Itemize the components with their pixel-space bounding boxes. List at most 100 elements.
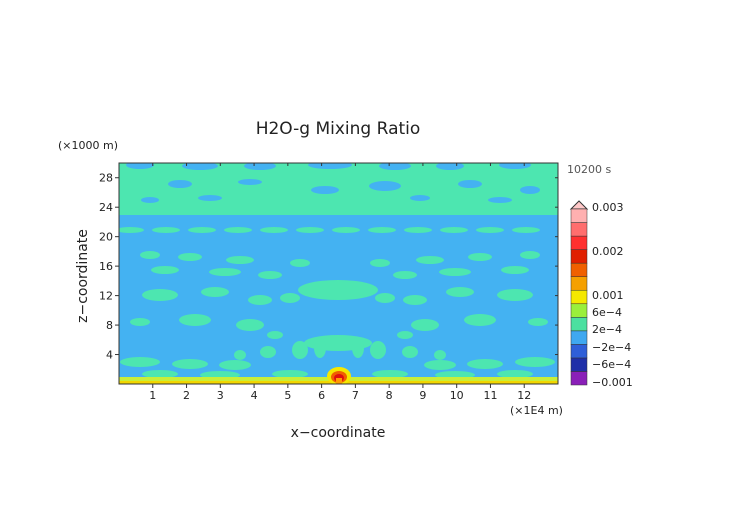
field-contour-13 xyxy=(141,197,159,203)
field-contour-42 xyxy=(501,266,529,274)
field-contour-56 xyxy=(130,318,150,326)
field-contour-35 xyxy=(468,253,492,261)
field-contour-20 xyxy=(224,227,252,233)
colorbar-label-7: −0.001 xyxy=(592,376,633,389)
x-tick-label-6: 7 xyxy=(352,389,359,402)
field-contour-61 xyxy=(292,341,308,359)
field-contour-4 xyxy=(379,163,411,170)
field-contour-6 xyxy=(499,163,531,169)
colorbar-segment-7 xyxy=(570,276,588,291)
y-tick-label-0: 4 xyxy=(106,349,113,362)
field-contour-2 xyxy=(244,163,276,170)
field-contour-9 xyxy=(311,186,339,194)
field-contour-46 xyxy=(280,293,300,303)
field-contour-68 xyxy=(434,350,446,360)
y-axis: 4 8 12 16 20 24 28 xyxy=(99,172,558,362)
x-axis-label: x−coordinate xyxy=(291,425,386,441)
colorbar-label-6: −6e−4 xyxy=(592,358,631,371)
plot-frame xyxy=(118,162,559,385)
colorbar-segment-9 xyxy=(570,249,588,264)
field-contour-34 xyxy=(416,256,444,264)
x-tick-label-5: 6 xyxy=(318,389,325,402)
colorbar: 0.003 0.002 0.001 6e−4 2e−4 −2e−4 −6e−4 −0.001 xyxy=(569,200,633,389)
field-contour-1 xyxy=(182,163,218,170)
y-tick-label-3: 16 xyxy=(99,260,113,273)
field-contour-53 xyxy=(236,319,264,331)
y-tick-label-2: 12 xyxy=(99,290,113,303)
field-contour-49 xyxy=(403,295,427,305)
x-tick-label-7: 8 xyxy=(386,389,393,402)
field-contour-32 xyxy=(290,259,310,267)
field-contour-21 xyxy=(260,227,288,233)
y-tick-label-5: 24 xyxy=(99,201,113,214)
colorbar-arrow xyxy=(569,200,589,210)
plume-stem xyxy=(336,378,342,384)
field-contour-26 xyxy=(440,227,468,233)
colorbar-segment-6 xyxy=(570,289,588,305)
field-contour-74 xyxy=(515,357,555,367)
field-contour-22 xyxy=(296,227,324,233)
colorbar-segment-10 xyxy=(570,235,588,250)
field-contour-38 xyxy=(209,268,241,276)
x-tick-label-9: 10 xyxy=(450,389,464,402)
field-contour-24 xyxy=(368,227,396,233)
colorbar-segment-5 xyxy=(570,303,588,318)
colorbar-label-0: 0.003 xyxy=(592,201,624,214)
field-contour-28 xyxy=(512,227,540,233)
y-tick-label-4: 20 xyxy=(99,231,113,244)
colorbar-segment-1 xyxy=(570,357,588,372)
field-contour-70 xyxy=(172,359,208,369)
colorbar-label-4: 2e−4 xyxy=(592,323,622,336)
colorbar-segment-8 xyxy=(570,262,588,277)
field-contour-73 xyxy=(467,359,503,369)
colorbar-segment-12 xyxy=(570,208,588,223)
field-contour-59 xyxy=(397,331,413,339)
colorbar-label-3: 6e−4 xyxy=(592,306,622,319)
field-contour-75 xyxy=(142,370,178,378)
y-tick-label-6: 28 xyxy=(99,172,113,185)
time-label: 10200 s xyxy=(567,163,611,176)
field-contour-67 xyxy=(234,350,246,360)
field-contour-41 xyxy=(439,268,471,276)
colorbar-label-2: 0.001 xyxy=(592,289,624,302)
field-contour-80 xyxy=(497,370,533,378)
field-contour-43 xyxy=(142,289,178,301)
colorbar-label-5: −2e−4 xyxy=(592,341,631,354)
field-contour-72 xyxy=(424,360,456,370)
field-contour-40 xyxy=(393,271,417,279)
field-contour-10 xyxy=(369,181,401,191)
field-contour-12 xyxy=(520,186,540,194)
field-contour-17 xyxy=(119,227,144,233)
field-contour-71 xyxy=(219,360,251,370)
field-contour-16 xyxy=(488,197,512,203)
x-tick-label-3: 4 xyxy=(251,389,258,402)
colorbar-label-1: 0.002 xyxy=(592,245,624,258)
colorbar-segment-4 xyxy=(570,317,588,332)
x-axis: 1 2 3 4 5 6 7 8 9 10 11 12 xyxy=(149,163,531,402)
field-contour-55 xyxy=(464,314,496,326)
field-contour-39 xyxy=(258,271,282,279)
field-contour-64 xyxy=(370,341,386,359)
field-contour-37 xyxy=(151,266,179,274)
y-tick-label-1: 8 xyxy=(106,319,113,332)
field-contour-47 xyxy=(298,280,378,300)
field-contour-15 xyxy=(410,195,430,201)
x-tick-label-10: 11 xyxy=(483,389,497,402)
field-contour-33 xyxy=(370,259,390,267)
field-contour-52 xyxy=(179,314,211,326)
field-contour-30 xyxy=(178,253,202,261)
x-tick-label-4: 5 xyxy=(284,389,291,402)
field-contour-31 xyxy=(226,256,254,264)
field-contour-25 xyxy=(404,227,432,233)
field-contour-36 xyxy=(520,251,540,259)
y-axis-label: z−coordinate xyxy=(75,229,91,323)
field-contour-14 xyxy=(198,195,222,201)
field-contour-11 xyxy=(458,180,482,188)
x-unit-label: (×1E4 m) xyxy=(510,404,563,417)
chart-title: H2O-g Mixing Ratio xyxy=(256,119,421,139)
field-contour-18 xyxy=(152,227,180,233)
field-contour-50 xyxy=(446,287,474,297)
field-contour-69 xyxy=(120,357,160,367)
x-tick-label-11: 12 xyxy=(517,389,531,402)
field-contour-48 xyxy=(375,293,395,303)
